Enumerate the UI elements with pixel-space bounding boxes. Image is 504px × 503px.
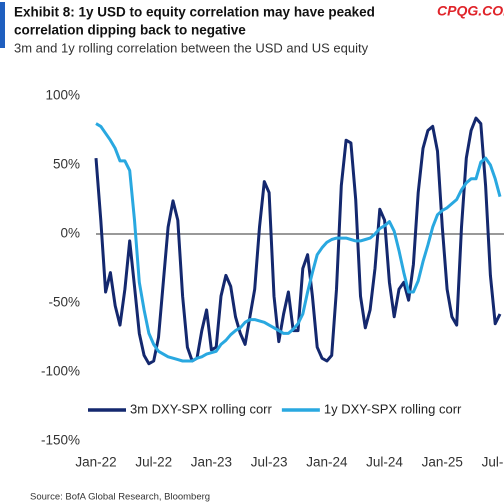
title-bar — [0, 2, 5, 48]
x-tick-label: Jan-24 — [306, 455, 348, 470]
x-tick-label: Jan-23 — [191, 455, 232, 470]
y-tick-label: 0% — [60, 226, 80, 241]
x-tick-label: Jul-25 — [482, 455, 504, 470]
line-series — [94, 116, 502, 366]
y-tick-label: -50% — [48, 295, 80, 310]
legend-label: 1y DXY-SPX rolling corr — [324, 401, 462, 416]
x-tick-label: Jul-22 — [135, 455, 172, 470]
chart-title: Exhibit 8: 1y USD to equity correlation … — [14, 5, 375, 20]
x-tick-label: Jul-24 — [366, 455, 403, 470]
source: Source: BofA Global Research, Bloomberg — [30, 492, 210, 503]
y-tick-label: 50% — [53, 157, 80, 172]
x-tick-label: Jan-25 — [422, 455, 463, 470]
legend-label: 3m DXY-SPX rolling corr — [130, 401, 273, 416]
x-tick-label: Jul-23 — [251, 455, 288, 470]
y-tick-label: 100% — [45, 88, 80, 103]
x-tick-label: Jan-22 — [75, 455, 116, 470]
watermark: CPQG.COM — [437, 3, 504, 19]
y-tick-label: -100% — [41, 364, 80, 379]
chart-title: correlation dipping back to negative — [14, 23, 246, 38]
chart-subtitle: 3m and 1y rolling correlation between th… — [14, 40, 369, 55]
y-tick-label: -150% — [41, 433, 80, 448]
line-series — [95, 122, 502, 363]
